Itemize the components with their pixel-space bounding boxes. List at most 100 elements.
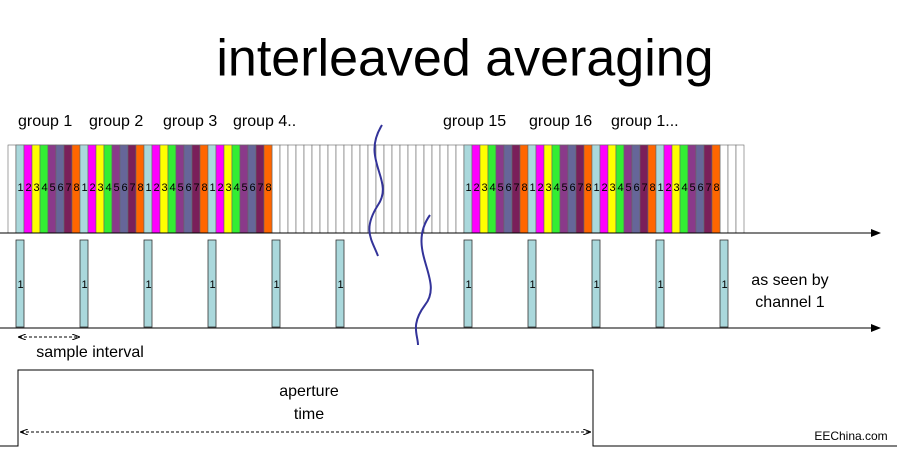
channel-sample-label: 1 [529, 279, 535, 291]
slot-label: 6 [569, 182, 575, 194]
channel-sample [527, 239, 537, 328]
cell [455, 144, 465, 234]
slot-label: 1 [465, 182, 471, 194]
slot-label: 7 [577, 182, 583, 194]
slot-label: 3 [481, 182, 487, 194]
slot-label: 6 [185, 182, 191, 194]
slot-label: 4 [489, 182, 495, 194]
channel-sample [15, 239, 25, 328]
slot-label: 4 [233, 182, 239, 194]
break-line [368, 124, 384, 257]
channel-sample-label: 1 [273, 279, 279, 291]
slot-label: 5 [49, 182, 55, 194]
channel-sample [591, 239, 601, 328]
slot-label: 7 [513, 182, 519, 194]
slot-label: 1 [81, 182, 87, 194]
break-line [414, 214, 432, 346]
slot-label: 6 [697, 182, 703, 194]
cell [311, 144, 321, 234]
slot-label: 3 [609, 182, 615, 194]
cell [287, 144, 297, 234]
cell [431, 144, 441, 234]
cell [383, 144, 393, 234]
group-label: group 15 [443, 113, 506, 130]
slot-label: 3 [161, 182, 167, 194]
cell [735, 144, 745, 234]
slot-label: 2 [153, 182, 159, 194]
slot-label: 8 [713, 182, 719, 194]
cell [335, 144, 345, 234]
slot-label: 4 [169, 182, 175, 194]
cell [391, 144, 401, 234]
slot-label: 4 [681, 182, 687, 194]
slot-label: 8 [201, 182, 207, 194]
cell [399, 144, 409, 234]
slot-label: 6 [57, 182, 63, 194]
group-label: group 4.. [233, 113, 296, 130]
cell [439, 144, 449, 234]
slot-label: 3 [97, 182, 103, 194]
title: interleaved averaging [216, 30, 713, 88]
slot-label: 4 [105, 182, 111, 194]
slot-label: 3 [33, 182, 39, 194]
slot-label: 5 [177, 182, 183, 194]
slot-label: 2 [217, 182, 223, 194]
slot-label: 7 [129, 182, 135, 194]
channel-sample-label: 1 [209, 279, 215, 291]
slot-label: 5 [497, 182, 503, 194]
channel-sample [271, 239, 281, 328]
channel-sample-label: 1 [81, 279, 87, 291]
aperture-label: time [294, 406, 324, 423]
slot-label: 3 [225, 182, 231, 194]
cell [727, 144, 737, 234]
interval-label: sample interval [36, 344, 144, 361]
channel-sample-label: 1 [721, 279, 727, 291]
slot-label: 3 [545, 182, 551, 194]
slot-label: 2 [537, 182, 543, 194]
cell [303, 144, 313, 234]
cell [319, 144, 329, 234]
slot-label: 6 [633, 182, 639, 194]
slot-label: 2 [601, 182, 607, 194]
cell [343, 144, 353, 234]
watermark: EEChina.com [814, 429, 887, 443]
cell [415, 144, 425, 234]
slot-label: 8 [649, 182, 655, 194]
slot-label: 7 [641, 182, 647, 194]
slot-label: 4 [617, 182, 623, 194]
channel-sample-label: 1 [593, 279, 599, 291]
channel-sample [335, 239, 345, 328]
slot-label: 4 [41, 182, 47, 194]
slot-label: 5 [689, 182, 695, 194]
slot-label: 7 [65, 182, 71, 194]
slot-label: 6 [121, 182, 127, 194]
cell [327, 144, 337, 234]
slot-label: 8 [137, 182, 143, 194]
slot-label: 7 [705, 182, 711, 194]
cell [7, 144, 17, 234]
slot-label: 1 [593, 182, 599, 194]
slot-label: 2 [25, 182, 31, 194]
slot-label: 2 [665, 182, 671, 194]
slot-label: 6 [249, 182, 255, 194]
slot-label: 5 [113, 182, 119, 194]
slot-label: 4 [553, 182, 559, 194]
cell [295, 144, 305, 234]
channel-sample [79, 239, 89, 328]
slot-label: 8 [73, 182, 79, 194]
channel-sample [463, 239, 473, 328]
group-label: group 3 [163, 113, 217, 130]
slot-label: 5 [561, 182, 567, 194]
channel-sample [719, 239, 729, 328]
slot-label: 8 [585, 182, 591, 194]
caption: as seen by [751, 272, 828, 289]
cell [351, 144, 361, 234]
cell [271, 144, 281, 234]
cell [279, 144, 289, 234]
cell [407, 144, 417, 234]
cell [719, 144, 729, 234]
slot-label: 7 [193, 182, 199, 194]
channel-sample-label: 1 [337, 279, 343, 291]
slot-label: 2 [89, 182, 95, 194]
